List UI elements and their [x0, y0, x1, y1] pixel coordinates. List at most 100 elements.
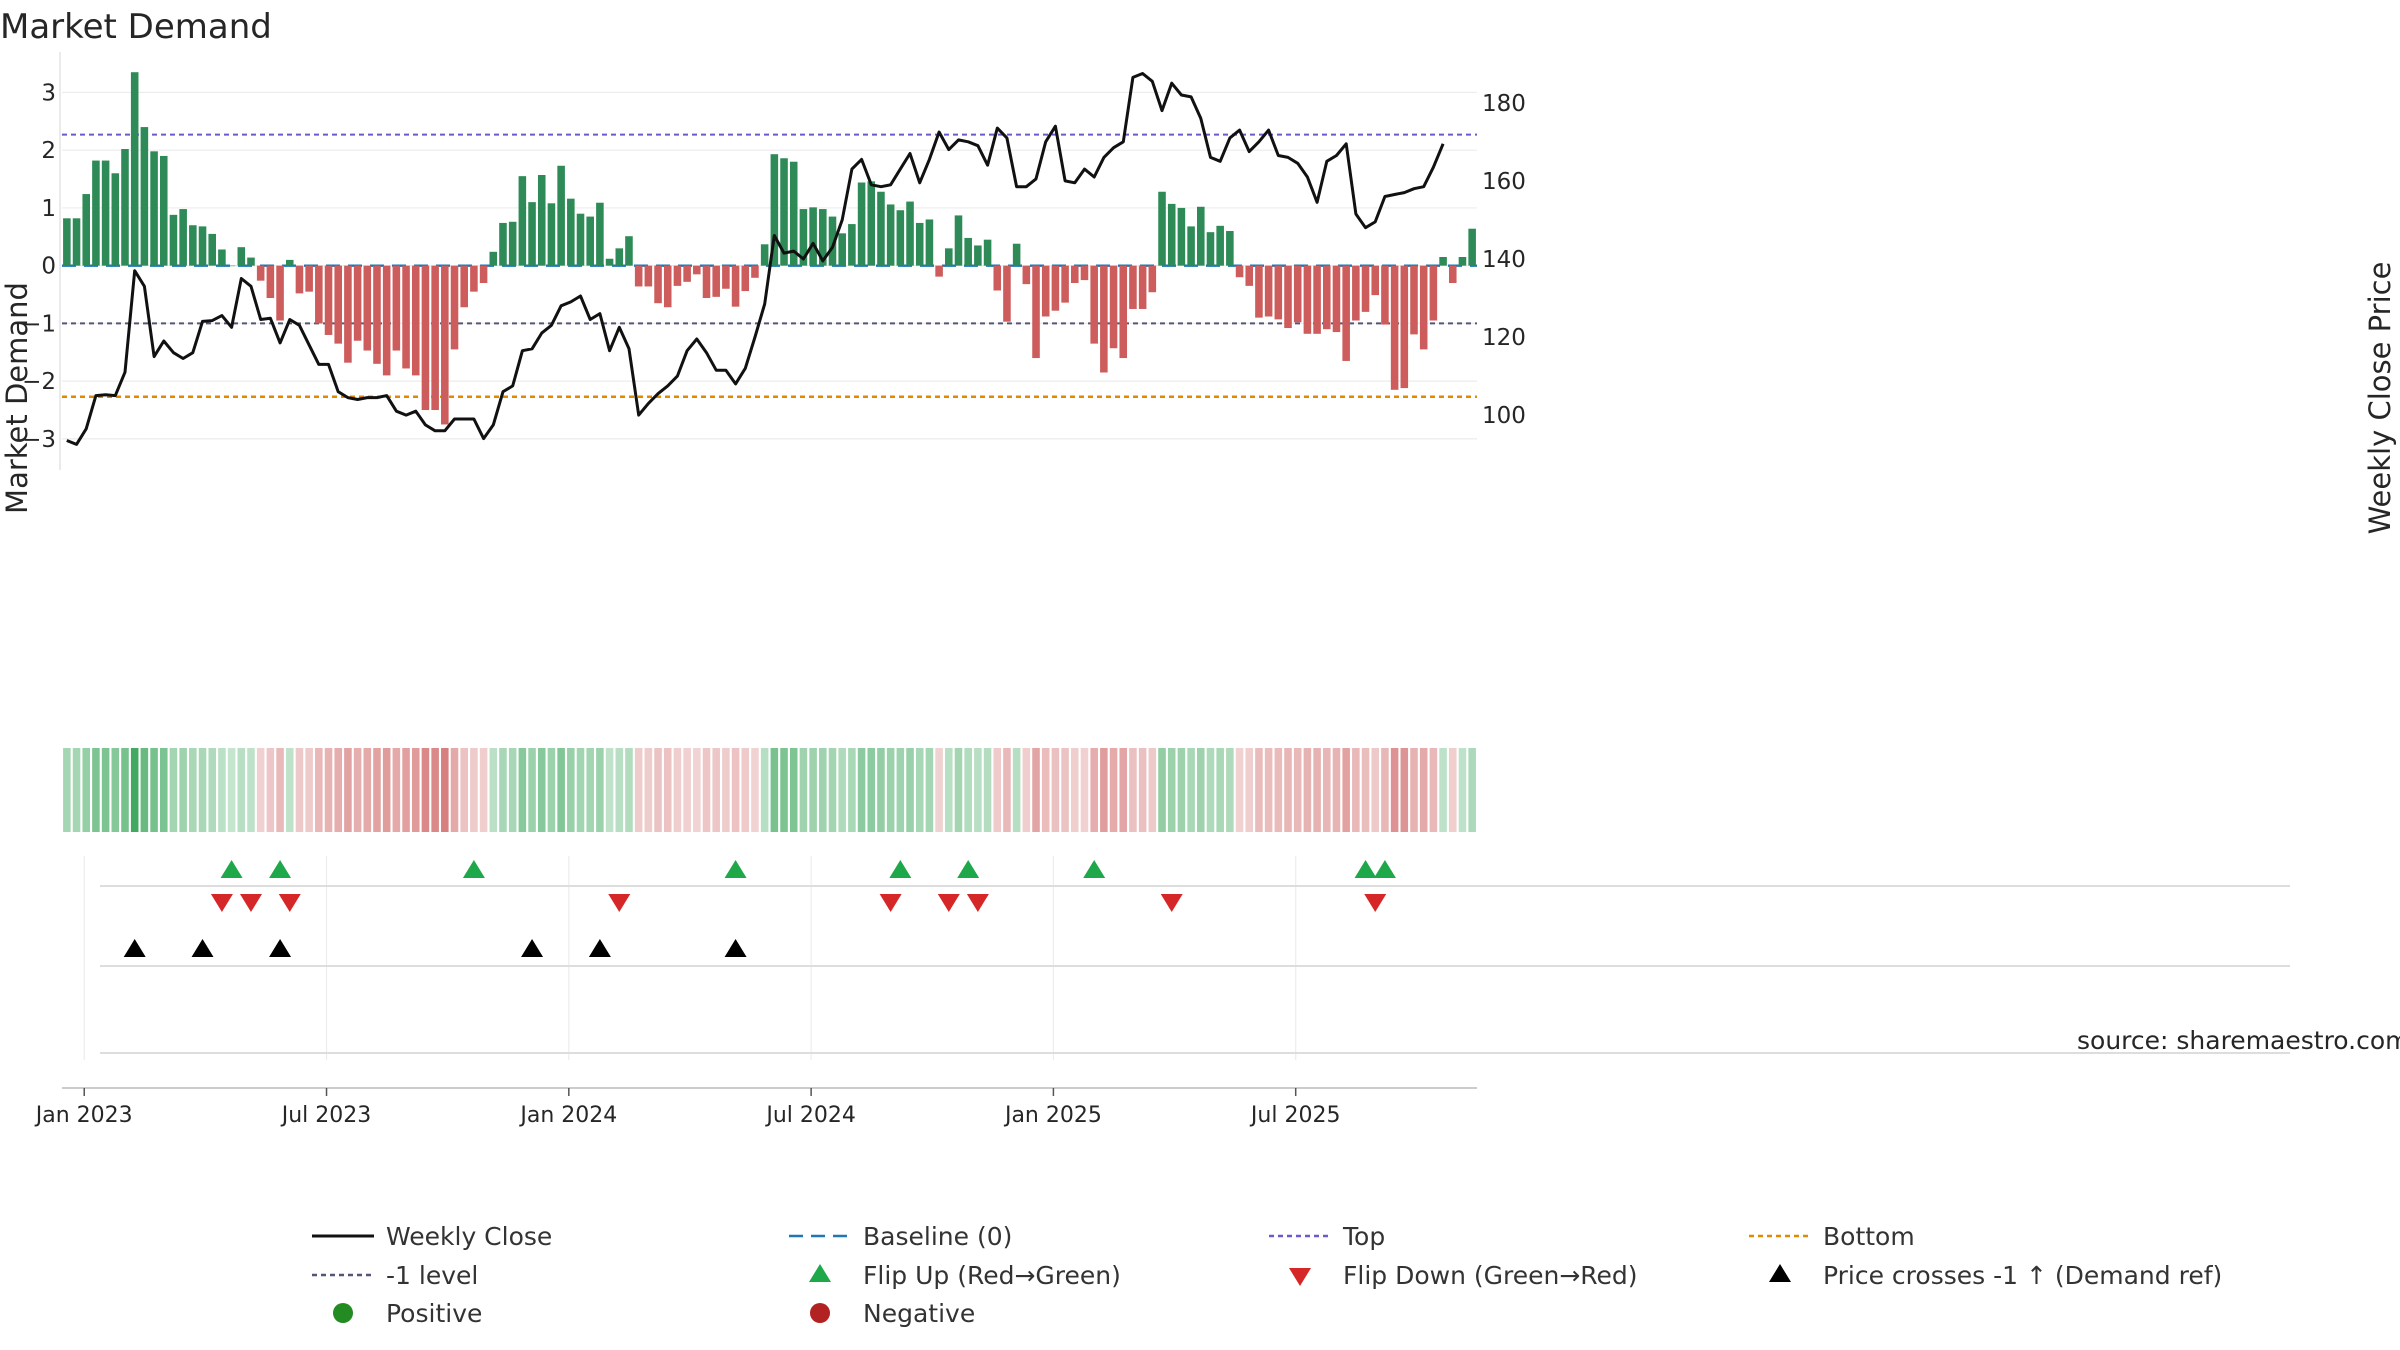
heat-cell [1177, 748, 1186, 832]
positive-bar [169, 214, 178, 266]
heat-cell [1012, 748, 1021, 832]
heat-cell [1458, 748, 1467, 832]
heat-cell [702, 748, 711, 832]
positive-bar [1158, 191, 1166, 266]
legend-label: Flip Up (Red→Green) [863, 1261, 1121, 1290]
heat-cell [1439, 748, 1447, 832]
right-axis: 100 120 140 160 180 [1482, 91, 1526, 429]
positive-bar [915, 222, 924, 266]
y2-tick-label: 120 [1482, 325, 1526, 351]
negative-bar [693, 265, 701, 275]
heat-cell [1313, 748, 1321, 832]
positive-bar [799, 209, 808, 266]
heat-cell [1167, 748, 1176, 832]
negative-bar [654, 265, 662, 304]
positive-bar [974, 245, 982, 266]
positive-bar [218, 249, 226, 266]
heat-cell [1342, 748, 1350, 832]
positive-bar [1226, 231, 1234, 266]
grid-lines [59, 52, 1477, 1060]
heat-cell [276, 748, 284, 832]
heat-cell [1468, 748, 1476, 832]
negative-bar [1051, 265, 1060, 311]
negative-bar [935, 265, 943, 277]
flip-down-marker [966, 894, 989, 912]
y-tick-label: 1 [41, 196, 56, 222]
heat-cell [925, 748, 934, 832]
heat-cell [760, 748, 769, 832]
negative-bar [663, 265, 672, 308]
heat-cell [567, 748, 575, 832]
legend-item-close: Weekly Close [312, 1222, 552, 1251]
negative-bar [1332, 265, 1341, 333]
negative-bar [450, 265, 459, 350]
negative-bar [673, 265, 682, 286]
negative-bar [1255, 265, 1263, 318]
cross-up-marker [588, 939, 611, 957]
heat-cell [285, 748, 294, 832]
heat-cell [411, 748, 420, 832]
y-tick-label: −2 [22, 369, 56, 395]
heat-cell [159, 748, 168, 832]
negative-bar [1381, 265, 1389, 325]
positive-bar [576, 213, 585, 266]
negative-bar [644, 265, 653, 287]
heat-cell [402, 748, 410, 832]
cross-up-marker [724, 939, 747, 957]
positive-bar [596, 202, 604, 266]
heat-cell [1032, 748, 1040, 832]
cross-up-marker [269, 939, 292, 957]
positive-bar [983, 239, 992, 266]
legend-label: Bottom [1823, 1222, 1915, 1251]
heat-cell [596, 748, 604, 832]
negative-bar [334, 265, 342, 344]
positive-bar [237, 247, 246, 266]
negative-bar [993, 265, 1002, 291]
heat-cell [935, 748, 943, 832]
heat-cell [169, 748, 178, 832]
positive-bar [518, 176, 527, 266]
heat-cell [431, 748, 439, 832]
positive-bar [809, 207, 817, 266]
positive-bar [1012, 243, 1021, 266]
positive-bar [605, 258, 614, 266]
heat-cell [189, 748, 197, 832]
heat-cell [1400, 748, 1409, 832]
heat-cell [1022, 748, 1031, 832]
negative-bar [363, 265, 372, 351]
heat-cell [1041, 748, 1050, 832]
negative-bar [683, 265, 691, 282]
heat-cell [557, 748, 565, 832]
heat-cell [489, 748, 498, 832]
legend-item-top: Top [1269, 1222, 1385, 1251]
heat-cell [673, 748, 682, 832]
heat-cell [605, 748, 614, 832]
heat-cell [382, 748, 391, 832]
heat-cell [1293, 748, 1302, 832]
negative-bar [344, 265, 352, 363]
heat-cell [150, 748, 158, 832]
flip-up-marker [220, 860, 243, 878]
heat-cell [1197, 748, 1205, 832]
negative-bar [1303, 265, 1312, 334]
positive-bar [954, 215, 963, 266]
negative-bar [353, 265, 362, 341]
negative-bar [1022, 265, 1031, 285]
heat-cell [906, 748, 914, 832]
heat-cell [1109, 748, 1118, 832]
heat-cell [373, 748, 381, 832]
flip-up-marker [1373, 860, 1396, 878]
legend-label: Flip Down (Green→Red) [1343, 1261, 1638, 1290]
negative-bar [741, 265, 750, 292]
positive-bar [1439, 257, 1447, 266]
positive-bar [1187, 226, 1195, 266]
positive-bar [547, 203, 556, 266]
positive-bar [247, 257, 255, 266]
heat-cell [615, 748, 624, 832]
positive-bar [198, 226, 207, 266]
flip-down-marker [239, 894, 262, 912]
negative-bar [276, 265, 284, 321]
heat-cell [915, 748, 924, 832]
legend-swatch [809, 1264, 831, 1282]
heat-cell [499, 748, 507, 832]
